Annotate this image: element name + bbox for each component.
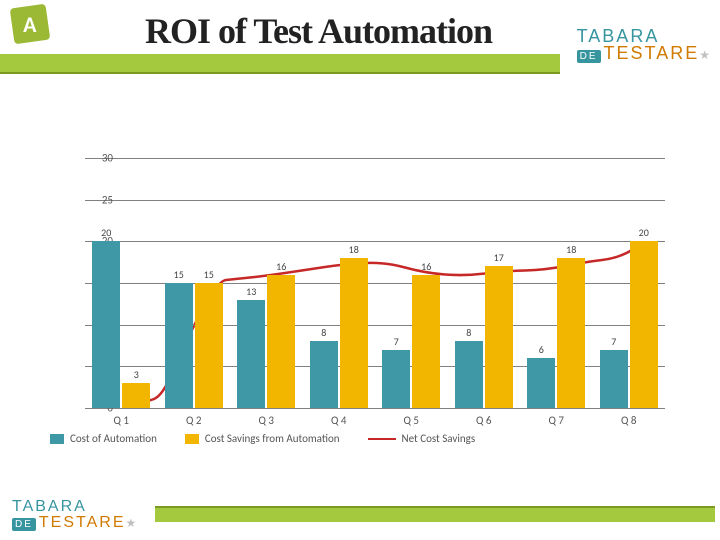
x-axis-label: Q 1 (114, 414, 129, 427)
x-axis-label: Q 8 (621, 414, 636, 427)
data-label: 8 (466, 326, 471, 339)
data-label: 7 (394, 335, 399, 348)
legend-swatch (368, 438, 396, 440)
bar: 3 (122, 383, 150, 408)
bar: 8 (310, 341, 338, 408)
x-axis-label: Q 7 (549, 414, 564, 427)
legend-item-cost-savings: Cost Savings from Automation (185, 432, 340, 445)
data-label: 16 (276, 260, 286, 273)
footer-accent-bar (155, 506, 715, 522)
logo-badge: A (10, 4, 51, 45)
plot-area: 051015202530203Q 11515Q 21316Q 3818Q 471… (85, 158, 665, 408)
brand-logo-top: TABARA DETESTARE★ (577, 28, 712, 61)
legend-swatch (50, 434, 64, 444)
legend-swatch (185, 434, 199, 444)
bar: 6 (527, 358, 555, 408)
gridline (85, 408, 665, 409)
data-label: 18 (349, 243, 359, 256)
data-label: 20 (101, 226, 111, 239)
bar: 18 (557, 258, 585, 408)
data-label: 8 (321, 326, 326, 339)
brand-logo-bottom: TABARA DETESTARE★ (12, 500, 138, 530)
legend-label: Net Cost Savings (402, 432, 476, 445)
bar: 7 (382, 350, 410, 408)
x-axis-label: Q 4 (331, 414, 346, 427)
bar: 16 (267, 275, 295, 408)
page-title: ROI of Test Automation (145, 10, 492, 52)
gridline (85, 241, 665, 242)
roi-chart: 051015202530203Q 11515Q 21316Q 3818Q 471… (50, 158, 670, 458)
data-label: 13 (246, 285, 256, 298)
gridline (85, 200, 665, 201)
bar: 8 (455, 341, 483, 408)
x-axis-label: Q 2 (186, 414, 201, 427)
header-accent-bar (0, 54, 560, 74)
y-axis-label: 25 (102, 193, 113, 206)
bar: 15 (195, 283, 223, 408)
bar: 13 (237, 300, 265, 408)
x-axis-label: Q 6 (476, 414, 491, 427)
data-label: 17 (494, 251, 504, 264)
bar: 15 (165, 283, 193, 408)
legend-item-net-savings: Net Cost Savings (368, 432, 476, 445)
x-axis-label: Q 3 (259, 414, 274, 427)
bar: 18 (340, 258, 368, 408)
data-label: 6 (539, 343, 544, 356)
data-label: 15 (174, 268, 184, 281)
x-axis-label: Q 5 (404, 414, 419, 427)
data-label: 18 (566, 243, 576, 256)
data-label: 16 (421, 260, 431, 273)
chart-legend: Cost of Automation Cost Savings from Aut… (50, 432, 670, 445)
logo-letter: A (23, 11, 36, 38)
data-label: 15 (204, 268, 214, 281)
bar: 20 (92, 241, 120, 408)
bar: 17 (485, 266, 513, 408)
bar: 7 (600, 350, 628, 408)
data-label: 20 (639, 226, 649, 239)
bar: 20 (630, 241, 658, 408)
legend-label: Cost of Automation (70, 432, 157, 445)
data-label: 3 (134, 368, 139, 381)
legend-item-cost-automation: Cost of Automation (50, 432, 157, 445)
y-axis-label: 30 (102, 152, 113, 165)
gridline (85, 158, 665, 159)
legend-label: Cost Savings from Automation (205, 432, 340, 445)
data-label: 7 (611, 335, 616, 348)
bar: 16 (412, 275, 440, 408)
